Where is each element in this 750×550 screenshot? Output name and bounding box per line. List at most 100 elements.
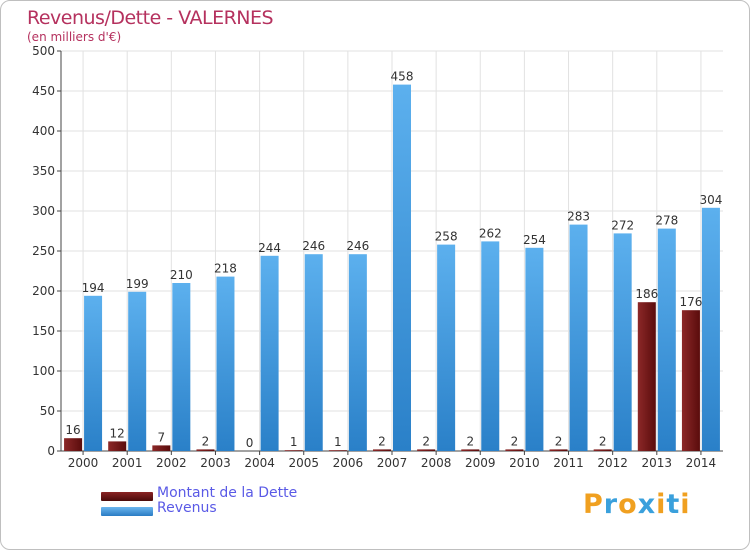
bar-revenus [260,255,279,451]
bar-dette [108,441,127,451]
data-label-revenus: 283 [567,210,590,224]
x-tick-label: 2006 [333,456,364,470]
data-label-dette: 2 [378,434,386,448]
logo-letter: o [618,489,638,520]
data-label-revenus: 244 [258,241,281,255]
x-tick-label: 2005 [288,456,319,470]
bar-dette [417,449,436,451]
bar-revenus [613,233,632,451]
y-tick-label: 50 [40,404,55,418]
logo-letter: P [583,489,604,520]
data-label-revenus: 210 [170,268,193,282]
chart-subtitle: (en milliers d'€) [27,30,122,44]
proxiti-logo: Proxiti [583,489,691,520]
data-label-dette: 2 [599,434,607,448]
x-tick-label: 2007 [377,456,408,470]
legend-label-revenus: Revenus [157,500,217,516]
data-label-dette: 16 [65,423,80,437]
x-tick-label: 2009 [465,456,496,470]
logo-letter: r [603,489,619,520]
data-label-revenus: 246 [302,239,325,253]
data-label-revenus: 272 [611,218,634,232]
y-tick-label: 400 [32,124,55,138]
data-label-revenus: 262 [479,226,502,240]
data-label-dette: 2 [466,434,474,448]
bar-dette [196,449,215,451]
x-tick-label: 2012 [597,456,628,470]
logo-letter: t [666,489,681,520]
bars [64,84,720,451]
y-tick-label: 350 [32,164,55,178]
logo-letter: x [637,489,657,520]
data-label-revenus: 254 [523,233,546,247]
bar-dette [505,449,524,451]
bar-revenus [701,207,720,451]
data-label-dette: 0 [246,436,254,450]
legend-label-dette: Montant de la Dette [157,485,298,501]
x-tick-label: 2011 [553,456,584,470]
bar-revenus [393,84,411,451]
data-label-dette: 7 [158,430,166,444]
y-tick-label: 450 [32,84,55,98]
data-label-revenus: 218 [214,262,237,276]
logo-letter: i [680,489,691,520]
x-tick-label: 2002 [156,456,187,470]
bar-revenus [525,247,544,451]
data-label-dette: 2 [511,434,519,448]
data-label-revenus: 304 [699,193,722,207]
data-label-dette: 2 [422,434,430,448]
bar-revenus [437,244,456,451]
bar-dette [593,449,612,451]
x-tick-label: 2004 [244,456,275,470]
bar-revenus [304,254,323,451]
data-labels: 16 194 12 199 7 210 2 218 0 244 1 246 1 246 2 458 2 258 2 2… [65,70,722,450]
bar-revenus [172,283,191,451]
bar-revenus [569,224,588,451]
data-label-dette: 176 [679,295,702,309]
data-label-dette: 1 [334,435,342,449]
x-tick-label: 2013 [642,456,673,470]
y-tick-label: 250 [32,244,55,258]
bar-revenus [657,228,676,451]
bar-revenus [348,254,367,451]
bar-revenus [481,241,500,451]
x-tick-label: 2010 [509,456,540,470]
bar-revenus [84,295,103,451]
logo-letter: i [656,489,667,520]
bar-dette [461,449,480,451]
y-tick-label: 100 [32,364,55,378]
data-label-dette: 2 [202,434,210,448]
bar-dette [373,449,391,451]
data-label-revenus: 199 [126,277,149,291]
x-tick-label: 2014 [686,456,717,470]
y-tick-label: 300 [32,204,55,218]
grid-lines [61,50,723,452]
x-tick-label: 2000 [68,456,99,470]
bar-dette [284,450,303,451]
data-label-dette: 2 [555,434,563,448]
data-label-revenus: 194 [82,281,105,295]
y-tick-label: 200 [32,284,55,298]
legend-swatch-revenus [101,507,153,516]
data-label-dette: 186 [635,287,658,301]
bar-dette [681,310,700,451]
bar-revenus [216,276,235,451]
bar-dette [152,445,171,451]
bar-dette [549,449,568,451]
bar-dette [328,450,347,451]
data-label-revenus: 258 [435,230,458,244]
data-label-dette: 1 [290,435,298,449]
data-label-revenus: 246 [346,239,369,253]
legend-swatch-dette [101,492,153,501]
x-tick-label: 2003 [200,456,231,470]
x-tick-label: 2001 [112,456,143,470]
bar-revenus [128,291,147,451]
chart-title: Revenus/Dette - VALERNES [27,7,274,29]
y-tick-label: 150 [32,324,55,338]
axes: 0 50 100 150 200 250 300 350 400 450 500 2000 2001 20… [32,44,723,470]
bar-dette [64,438,83,451]
y-tick-label: 500 [32,44,55,58]
data-label-dette: 12 [110,426,125,440]
